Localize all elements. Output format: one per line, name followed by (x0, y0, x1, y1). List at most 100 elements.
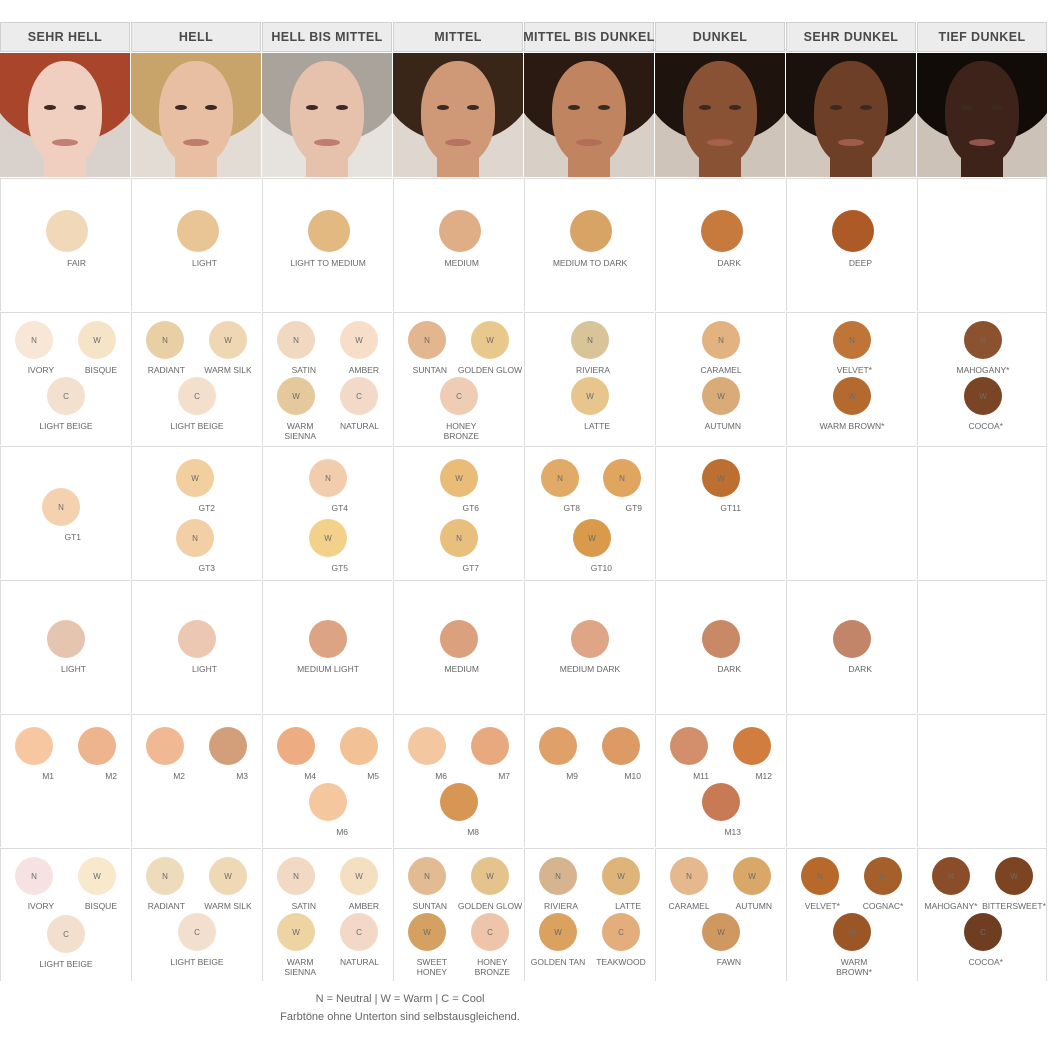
shade-swatch[interactable]: N RIVIERA (570, 321, 610, 378)
shade-swatch[interactable]: N VELVET* (800, 857, 840, 914)
shade-swatch[interactable]: C TEAKWOOD (596, 913, 646, 970)
shade-swatch[interactable]: M2 (145, 727, 185, 784)
shade-swatch[interactable]: C LIGHT BEIGE (39, 377, 93, 434)
shade-swatch[interactable]: LIGHT TO MEDIUM (290, 210, 366, 271)
shade-dot: C (47, 915, 85, 953)
shade-swatch[interactable]: W WARM BROWN* (832, 913, 872, 980)
shade-swatch[interactable]: MEDIUM LIGHT (297, 620, 359, 677)
shade-swatch[interactable]: N SUNTAN (407, 857, 447, 914)
shade-swatch[interactable]: DARK (701, 620, 741, 677)
shade-dot (539, 727, 577, 765)
shade-cell: DARK (655, 178, 785, 311)
shade-swatch[interactable]: N MAHOGANY* (925, 857, 977, 914)
shade-swatch[interactable]: W LATTE (601, 857, 641, 914)
shade-swatch[interactable]: W AMBER (339, 321, 379, 378)
shade-swatch[interactable]: W AUTUMN (701, 377, 741, 434)
shade-swatch[interactable]: W WARM SIENNA (276, 913, 316, 980)
shade-swatch[interactable]: W WARM SILK (204, 857, 252, 914)
undertone-mark: N (424, 871, 430, 881)
shade-swatch[interactable]: W WARM SILK (204, 321, 252, 378)
shade-swatch[interactable]: C HONEY BRONZE (439, 377, 479, 444)
shade-swatch[interactable]: M8 (439, 783, 479, 840)
shade-swatch[interactable]: N SUNTAN (407, 321, 447, 378)
shade-swatch[interactable]: M6 (308, 783, 348, 840)
shade-swatch[interactable]: MEDIUM (439, 210, 481, 271)
shade-swatch[interactable]: W GT6 (439, 459, 479, 516)
shade-swatch[interactable]: M5 (339, 727, 379, 784)
shade-swatch[interactable]: W LATTE (570, 377, 610, 434)
shade-swatch[interactable]: N IVORY (14, 857, 54, 914)
shade-dot: N (15, 321, 53, 359)
undertone-mark: W (617, 871, 625, 881)
shade-swatch[interactable]: M7 (470, 727, 510, 784)
shade-label: VELVET* (804, 901, 840, 911)
shade-swatch[interactable]: N GT9 (602, 459, 642, 516)
shade-swatch[interactable]: W FAWN (701, 913, 741, 970)
shade-swatch[interactable]: C LIGHT BEIGE (39, 915, 93, 972)
shade-swatch[interactable]: N IVORY (14, 321, 54, 378)
shade-swatch[interactable]: N RADIANT (145, 321, 185, 378)
shade-swatch[interactable]: N SATIN (276, 857, 316, 914)
shade-swatch[interactable]: M10 (601, 727, 641, 784)
shade-swatch[interactable]: W WARM BROWN* (820, 377, 884, 434)
shade-swatch[interactable]: M6 (407, 727, 447, 784)
shade-swatch[interactable]: W GT2 (175, 459, 215, 516)
shade-swatch[interactable]: M12 (732, 727, 772, 784)
shade-swatch[interactable]: W AUTUMN (732, 857, 772, 914)
shade-swatch[interactable]: C HONEY BRONZE (470, 913, 510, 980)
shade-swatch[interactable]: N GT1 (41, 488, 81, 545)
shade-swatch[interactable]: W SWEET HONEY (407, 913, 447, 980)
shade-swatch[interactable]: N GT3 (175, 519, 215, 576)
shade-swatch[interactable]: W GT10 (572, 519, 612, 576)
shade-swatch[interactable]: M13 (701, 783, 741, 840)
shade-swatch[interactable]: LIGHT (177, 620, 217, 677)
shade-swatch[interactable]: N MAHOGANY* (957, 321, 1009, 378)
shade-swatch[interactable]: W BISQUE (77, 321, 117, 378)
shade-swatch[interactable]: MEDIUM DARK (560, 620, 620, 677)
shade-swatch[interactable]: M11 (669, 727, 709, 784)
undertone-mark: N (424, 335, 430, 345)
shade-swatch[interactable]: N VELVET* (832, 321, 872, 378)
shade-swatch[interactable]: N GT4 (308, 459, 348, 516)
shade-swatch[interactable]: W GOLDEN TAN (531, 913, 585, 970)
shade-dot (146, 727, 184, 765)
shade-swatch[interactable]: W BITTERSWEET* (982, 857, 1046, 914)
column-header: HELL (131, 22, 261, 52)
shade-swatch[interactable]: N GT7 (439, 519, 479, 576)
shade-swatch[interactable]: W COCOA* (963, 377, 1003, 434)
shade-swatch[interactable]: W WARM SIENNA (276, 377, 316, 444)
shade-swatch[interactable]: W GOLDEN GLOW (458, 321, 522, 378)
shade-label: RIVIERA (575, 365, 610, 375)
shade-swatch[interactable]: N CARAMEL (700, 321, 742, 378)
shade-swatch[interactable]: N RADIANT (145, 857, 185, 914)
shade-swatch[interactable]: MEDIUM TO DARK (553, 210, 627, 271)
shade-swatch[interactable]: M4 (276, 727, 316, 784)
shade-swatch[interactable]: M2 (77, 727, 117, 784)
shade-swatch[interactable]: DEEP (832, 210, 874, 271)
shade-swatch[interactable]: M1 (14, 727, 54, 784)
shade-swatch[interactable]: W AMBER (339, 857, 379, 914)
shade-swatch[interactable]: W BISQUE (77, 857, 117, 914)
shade-swatch[interactable]: FAIR (46, 210, 88, 271)
shade-swatch[interactable]: N SATIN (276, 321, 316, 378)
shade-swatch[interactable]: C LIGHT BEIGE (170, 913, 224, 970)
shade-swatch[interactable]: C NATURAL (339, 913, 379, 970)
shade-swatch[interactable]: N CARAMEL (668, 857, 710, 914)
shade-swatch[interactable]: M9 (538, 727, 578, 784)
shade-swatch[interactable]: N GT8 (540, 459, 580, 516)
shade-swatch[interactable]: W GT11 (701, 459, 741, 516)
shade-swatch[interactable]: W COGNAC* (863, 857, 903, 914)
shade-swatch[interactable]: MEDIUM (439, 620, 479, 677)
shade-swatch[interactable]: LIGHT (177, 210, 219, 271)
shade-swatch[interactable]: DARK (832, 620, 872, 677)
shade-swatch[interactable]: C COCOA* (963, 913, 1003, 970)
shade-swatch[interactable]: W GOLDEN GLOW (458, 857, 522, 914)
shade-swatch[interactable]: LIGHT (46, 620, 86, 677)
shade-swatch[interactable]: N RIVIERA (538, 857, 578, 914)
shade-swatch[interactable]: C LIGHT BEIGE (170, 377, 224, 434)
shade-swatch[interactable]: W GT5 (308, 519, 348, 576)
shade-swatch[interactable]: C NATURAL (339, 377, 379, 434)
shade-swatch[interactable]: DARK (701, 210, 743, 271)
shade-swatch[interactable]: M3 (208, 727, 248, 784)
shade-label: M4 (304, 771, 316, 781)
